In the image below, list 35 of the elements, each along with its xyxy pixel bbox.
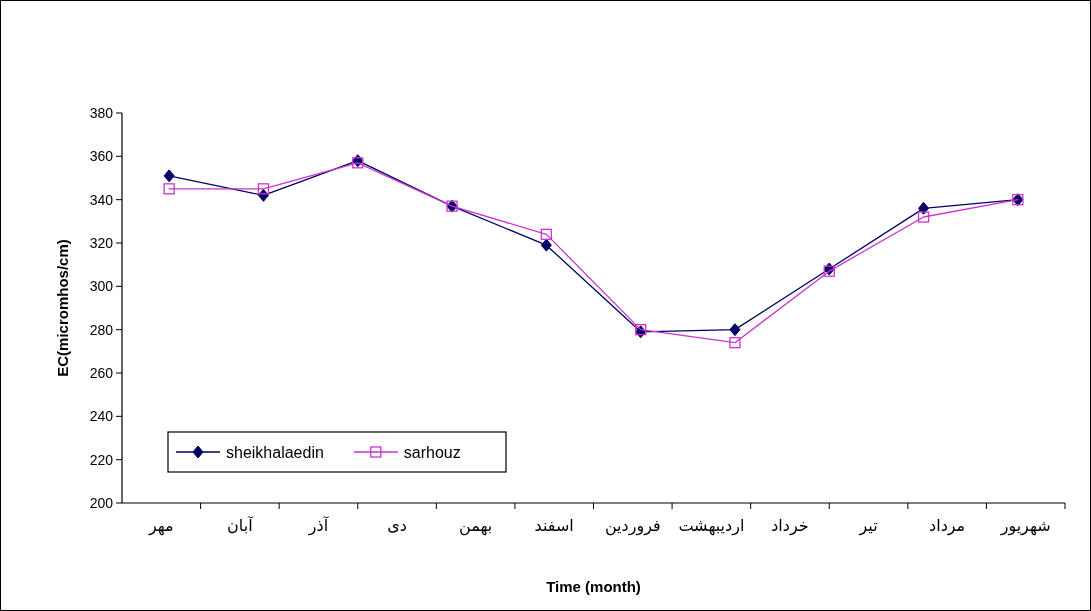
text: اسفند [534,516,574,535]
point [163,169,175,183]
legend-label: sarhouz [403,444,461,461]
point [917,211,930,223]
point [918,201,930,215]
text: آذر [307,516,330,536]
point [163,183,175,195]
y-tick-label: 200 [89,495,114,511]
y-tick-label: 260 [89,365,114,381]
y-tick-label: 340 [89,191,114,208]
text: فروردین [604,516,661,536]
y-tick-label: 300 [89,278,114,295]
point [729,323,741,337]
text: بهمن [458,516,493,536]
y-tick-label: 280 [89,321,114,338]
text: آبان [227,516,255,535]
y-tick-label: 320 [89,235,114,251]
text: خرداد [771,516,809,536]
y-tick-label: 220 [89,451,114,468]
text: تیر [858,516,878,536]
point [257,183,270,195]
point [540,228,552,240]
text: دی [387,516,407,535]
y-axis-title: EC(micromhos/cm) [54,239,71,377]
point [540,238,552,252]
text: اردیبهشت [678,516,745,536]
x-axis-title: Time (month) [546,578,641,595]
y-tick-label: 240 [89,408,114,425]
y-tick-label: 380 [89,105,114,121]
legend-label: sheikhalaedin [226,444,324,461]
text: شهریور [999,516,1051,536]
y-tick-label: 360 [89,148,114,165]
text: مهر [147,516,174,536]
text: مرداد [929,516,966,536]
point [729,337,741,349]
